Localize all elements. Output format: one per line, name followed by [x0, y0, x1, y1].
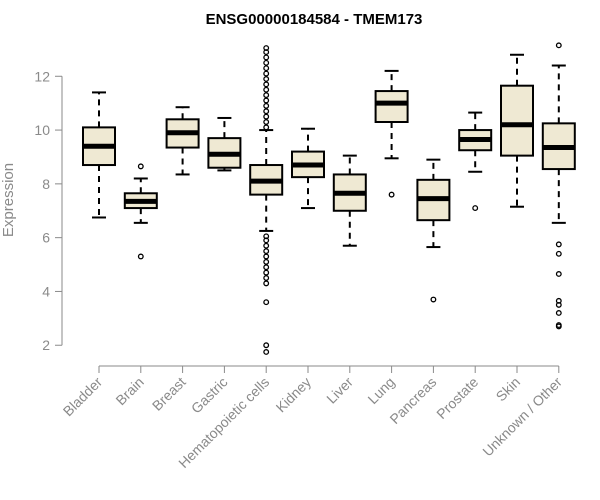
outlier-point — [263, 102, 270, 109]
box-group — [416, 158, 451, 303]
outlier-point — [263, 113, 270, 120]
outlier-point — [263, 65, 270, 72]
box-group — [291, 127, 325, 210]
outlier-point — [263, 349, 270, 355]
outlier-point — [388, 191, 395, 198]
outlier-point — [263, 108, 270, 115]
outlier-point — [555, 42, 562, 49]
x-tick-label: Skin — [493, 374, 524, 405]
y-tick-label: 4 — [42, 283, 50, 299]
y-axis-label: Expression — [0, 163, 17, 237]
box-group — [458, 111, 493, 212]
outlier-point — [263, 299, 270, 306]
outlier-point — [263, 248, 270, 255]
outlier-point — [555, 310, 562, 316]
y-tick-label: 8 — [42, 176, 50, 192]
box-group — [207, 116, 242, 172]
outlier-point — [430, 296, 437, 303]
iqr-box — [374, 90, 409, 123]
outlier-point — [555, 271, 562, 277]
outlier-point — [263, 86, 270, 93]
outlier-point — [472, 205, 479, 212]
box-group — [165, 106, 200, 176]
x-tick-label: Bladder — [60, 374, 106, 420]
x-tick-label: Liver — [323, 374, 356, 407]
x-tick-label: Breast — [149, 374, 189, 414]
outlier-point — [263, 92, 270, 99]
outlier-point — [555, 241, 562, 248]
outlier-point — [555, 322, 562, 329]
outlier-point — [263, 97, 270, 104]
y-tick-label: 10 — [34, 122, 50, 138]
y-tick-label: 6 — [42, 230, 50, 246]
outlier-point — [263, 233, 270, 240]
outlier-point — [263, 242, 270, 249]
outlier-point — [263, 124, 270, 131]
x-tick-label: Kidney — [273, 374, 315, 416]
outlier-point — [555, 250, 562, 257]
x-tick-label: Prostate — [433, 374, 481, 422]
outlier-point — [263, 54, 270, 61]
outlier-point — [263, 258, 270, 265]
y-tick-label: 2 — [42, 337, 50, 353]
x-tick-label: Unknown / Other — [479, 374, 565, 460]
iqr-box — [500, 84, 534, 157]
outlier-point — [263, 264, 270, 271]
plot-area — [82, 42, 576, 355]
outlier-point — [263, 119, 270, 125]
x-tick-label: Brain — [112, 374, 146, 408]
x-tick-label: Lung — [364, 374, 397, 407]
outlier-point — [263, 59, 270, 66]
outlier-point — [263, 280, 270, 287]
outlier-point — [263, 76, 270, 82]
outlier-point — [555, 297, 562, 304]
outlier-point — [137, 163, 144, 170]
box-group — [82, 91, 116, 219]
box-group — [332, 154, 367, 247]
box-group — [249, 45, 284, 355]
y-tick-label: 12 — [34, 68, 50, 84]
outlier-point — [263, 253, 270, 260]
outlier-point — [263, 269, 270, 276]
outlier-point — [263, 275, 270, 281]
outlier-point — [263, 342, 270, 349]
outlier-point — [263, 81, 270, 88]
box-group — [541, 42, 576, 330]
outlier-point — [263, 45, 270, 51]
box-group — [123, 163, 158, 260]
outlier-point — [263, 70, 270, 77]
outlier-point — [137, 253, 144, 260]
y-axis: 2 4 6 8 10 12 — [34, 68, 63, 353]
box-group — [500, 53, 534, 208]
chart-title: ENSG00000184584 - TMEM173 — [206, 11, 423, 28]
box-group — [374, 69, 409, 198]
